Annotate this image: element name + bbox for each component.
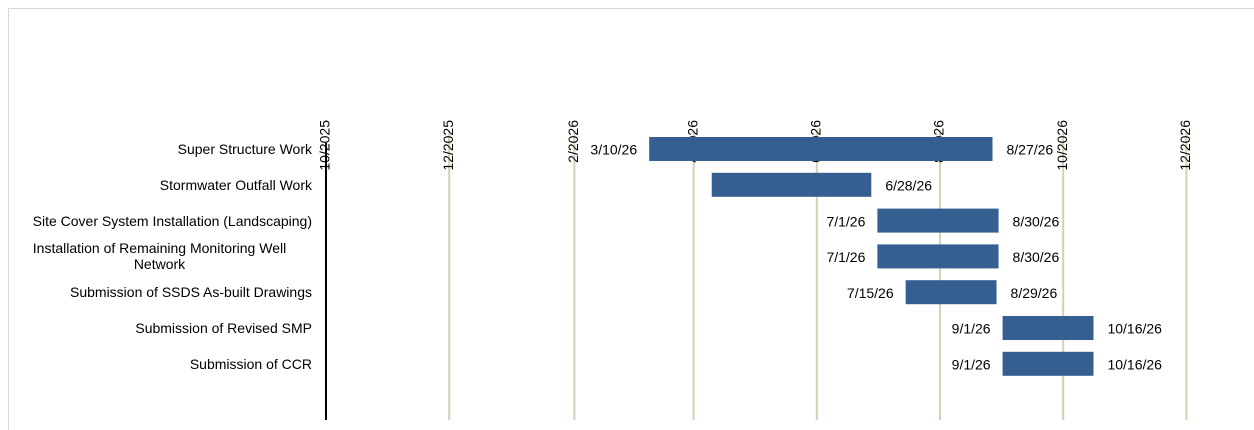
x-tick-label: 2/2026 xyxy=(565,120,581,163)
task-label: Site Cover System Installation (Landscap… xyxy=(32,212,312,229)
start-label: 3/10/26 xyxy=(590,142,637,158)
x-tick-label: 10/2025 xyxy=(317,120,333,171)
frame xyxy=(8,8,1254,430)
start-label: 7/15/26 xyxy=(847,285,894,301)
task-label: Submission of CCR xyxy=(189,355,312,372)
start-label: 7/1/26 xyxy=(826,249,865,265)
task-label: Submission of SSDS As-built Drawings xyxy=(70,284,312,301)
end-label: 8/27/26 xyxy=(1006,142,1053,158)
start-label: 7/1/26 xyxy=(826,213,865,229)
bar xyxy=(711,172,872,197)
task-label: Super Structure Work xyxy=(177,141,312,157)
start-label: 9/1/26 xyxy=(952,321,991,337)
bar xyxy=(877,208,999,233)
bar xyxy=(905,280,997,305)
bar xyxy=(649,137,993,161)
start-label: 9/1/26 xyxy=(952,357,991,373)
end-label: 8/30/26 xyxy=(1013,249,1060,265)
bar xyxy=(877,244,999,269)
end-label: 10/16/26 xyxy=(1107,321,1162,337)
end-label: 10/16/26 xyxy=(1107,357,1162,373)
x-tick-label: 12/2026 xyxy=(1177,120,1193,171)
end-label: 8/29/26 xyxy=(1011,285,1058,301)
task-label: Stormwater Outfall Work xyxy=(159,176,312,193)
end-label: 8/30/26 xyxy=(1013,213,1060,229)
task-label: Installation of Remaining Monitoring Wel… xyxy=(32,240,287,273)
task-label: Submission of Revised SMP xyxy=(135,320,312,336)
x-tick-label: 12/2025 xyxy=(440,120,456,171)
bar xyxy=(1002,316,1094,340)
bar xyxy=(1002,351,1094,376)
x-tick-label: 10/2026 xyxy=(1054,120,1070,171)
end-label: 6/28/26 xyxy=(885,178,932,194)
